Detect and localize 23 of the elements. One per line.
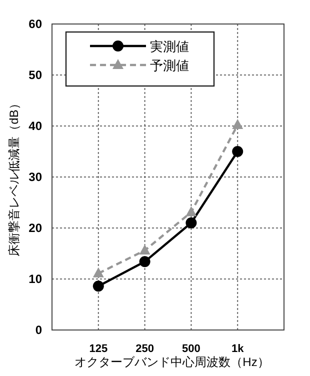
x-axis-title: オクターブバンド中心周波数（Hz） <box>74 355 270 369</box>
point <box>92 280 104 292</box>
y-tick-label: 0 <box>35 323 42 337</box>
point <box>139 244 150 254</box>
x-tick-label: 125 <box>89 343 108 355</box>
x-tick-label: 250 <box>136 343 154 355</box>
legend-label: 実測値 <box>150 39 189 54</box>
x-tick-label: 500 <box>182 343 200 355</box>
point <box>92 267 104 278</box>
y-tick-label: 40 <box>28 119 42 133</box>
y-tick-label: 60 <box>28 17 42 31</box>
point <box>232 146 244 157</box>
point <box>186 206 197 216</box>
x-tick-label: 1k <box>231 343 245 355</box>
point <box>139 256 150 268</box>
point <box>186 217 197 228</box>
y-tick-label: 10 <box>28 272 42 286</box>
y-axis-title: 床衝撃音レベル低減量（dB） <box>7 98 21 256</box>
y-tick-label: 30 <box>28 170 42 184</box>
point <box>232 118 244 129</box>
legend-label: 予測値 <box>150 58 189 73</box>
y-tick-label: 50 <box>28 68 42 82</box>
y-tick-label: 20 <box>28 221 42 235</box>
